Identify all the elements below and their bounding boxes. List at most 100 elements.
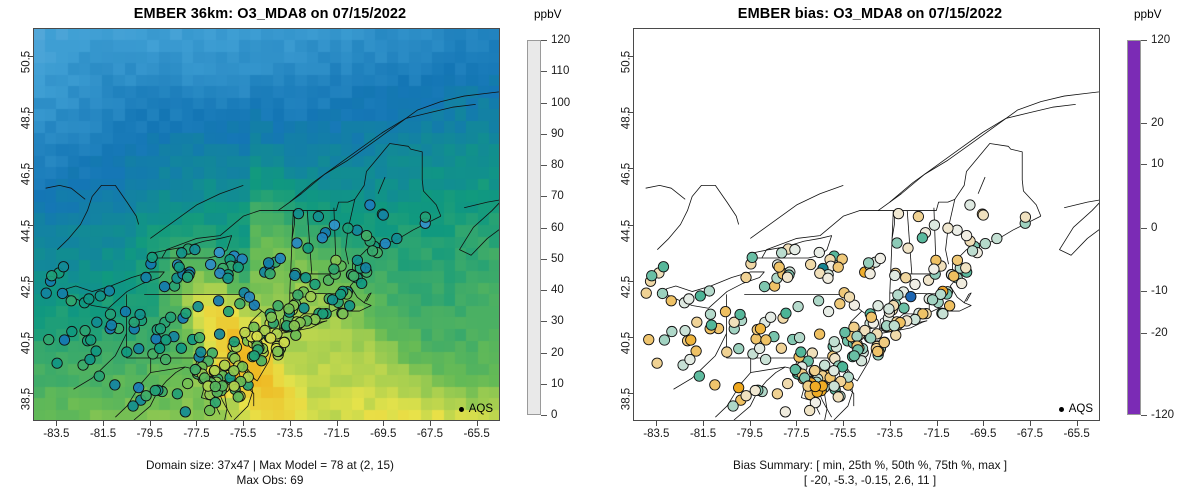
aqs-marker-icon (1058, 406, 1064, 412)
boundary-path (277, 91, 499, 211)
x-tick-mark (1076, 421, 1078, 426)
x-tick-mark (103, 421, 105, 426)
colorbar-tick-mark (541, 196, 547, 198)
boundary-path (73, 333, 127, 390)
bias-station-marker (773, 261, 785, 273)
colorbar-tick-label: 10 (1151, 157, 1164, 170)
aqs-station-marker (189, 363, 201, 376)
bias-station-marker (746, 251, 758, 264)
bias-station-marker (812, 295, 825, 307)
aqs-station-marker (317, 308, 329, 320)
aqs-station-marker (128, 316, 140, 328)
y-tick-mark (28, 56, 33, 58)
aqs-station-marker (222, 305, 235, 318)
x-tick-label: -69.5 (370, 428, 397, 440)
bias-station-marker (727, 400, 739, 412)
bias-station-marker (683, 293, 695, 305)
right-x-axis: -83.5 -81.5 -79.5 -77.5 -75.5 -73.5 -71.5 -69.5… (633, 421, 1100, 447)
aqs-observation-markers (40, 199, 432, 418)
aqs-legend-label: AQS (1068, 403, 1093, 415)
x-tick-mark (703, 421, 705, 426)
aqs-station-marker (83, 293, 95, 305)
aqs-station-marker (193, 332, 206, 344)
colorbar-tick-label: 10 (551, 377, 564, 390)
bias-station-marker (733, 382, 745, 394)
bias-station-marker (792, 300, 804, 313)
bias-station-marker (691, 316, 703, 328)
right-panel-title: EMBER bias: O3_MDA8 on 07/15/2022 (737, 6, 1003, 22)
aqs-station-marker (251, 330, 263, 342)
boundary-path (977, 176, 986, 194)
x-tick-mark (656, 421, 658, 426)
aqs-station-marker (58, 334, 71, 346)
bias-station-marker (694, 290, 706, 302)
left-colorbar: ppbV 0 10 20 30 40 50 60 70 80 90 100 110 120 (527, 7, 597, 421)
colorbar-tick-label: 40 (551, 284, 564, 296)
colorbar-tick-mark (1141, 291, 1147, 293)
bias-station-marker (864, 268, 876, 280)
aqs-station-marker (274, 252, 286, 265)
bias-station-marker (891, 237, 903, 249)
bias-station-marker (1019, 211, 1032, 223)
y-tick-mark (28, 224, 33, 226)
boundary-path (666, 271, 765, 309)
colorbar-tick-label: 20 (1151, 116, 1164, 129)
bias-station-marker (690, 345, 702, 357)
y-tick-mark (628, 168, 633, 170)
aqs-station-marker (305, 291, 317, 303)
aqs-station-marker (234, 298, 246, 310)
aqs-station-marker (377, 209, 389, 221)
aqs-station-marker (228, 380, 240, 392)
aqs-station-marker (265, 311, 278, 323)
x-tick-mark (149, 421, 151, 426)
boundary-path (750, 185, 844, 239)
boundary-path (645, 185, 686, 200)
aqs-station-marker (160, 334, 172, 346)
colorbar-tick-mark (541, 258, 547, 260)
x-tick-label: -65.5 (1063, 428, 1090, 440)
bias-station-marker (888, 320, 900, 332)
y-tick-label: 46.5 (620, 163, 632, 186)
aqs-station-marker (264, 268, 276, 280)
bias-station-marker (705, 319, 718, 331)
left-caption-domain: Domain size: 37x47 | Max Model = 78 at (… (146, 458, 394, 472)
bias-station-marker (656, 287, 669, 300)
bias-station-marker (754, 323, 767, 335)
aqs-station-marker (154, 342, 166, 354)
aqs-station-marker (57, 261, 70, 273)
bias-station-marker (804, 404, 816, 417)
colorbar-tick-mark (1141, 40, 1147, 41)
y-tick-label: 38.5 (20, 387, 32, 411)
left-aqs-station-markers (40, 199, 432, 418)
bias-station-marker (832, 391, 844, 403)
bias-station-marker (640, 287, 652, 299)
right-colorbar-gradient (1127, 40, 1141, 415)
bias-station-marker (771, 388, 784, 400)
aqs-station-marker (272, 300, 284, 312)
aqs-station-marker (66, 325, 78, 338)
right-map-plot-area: AQS (633, 28, 1100, 421)
aqs-station-marker (228, 336, 240, 348)
aqs-station-marker (127, 400, 139, 412)
colorbar-tick-mark (541, 165, 547, 166)
x-tick-label: -75.5 (830, 428, 857, 440)
x-tick-label: -73.5 (876, 428, 903, 440)
y-tick-mark (28, 336, 33, 338)
aqs-station-marker (232, 261, 244, 273)
boundary-path (657, 185, 740, 250)
aqs-station-marker (283, 303, 295, 315)
bias-station-marker (937, 308, 949, 320)
colorbar-tick-mark (541, 227, 547, 229)
bias-station-marker (814, 267, 826, 279)
x-tick-label: -81.5 (689, 428, 717, 440)
y-tick-mark (28, 392, 33, 394)
bias-station-marker (750, 333, 762, 345)
bias-station-marker (859, 324, 871, 337)
aqs-station-marker (419, 211, 432, 223)
aqs-station-marker (195, 346, 207, 358)
boundary-path (761, 143, 1042, 259)
bias-station-marker (666, 325, 678, 338)
right-colorbar: ppbV -120 -20 -10 0 10 20 120 (1127, 7, 1197, 421)
bias-station-marker (760, 353, 772, 366)
